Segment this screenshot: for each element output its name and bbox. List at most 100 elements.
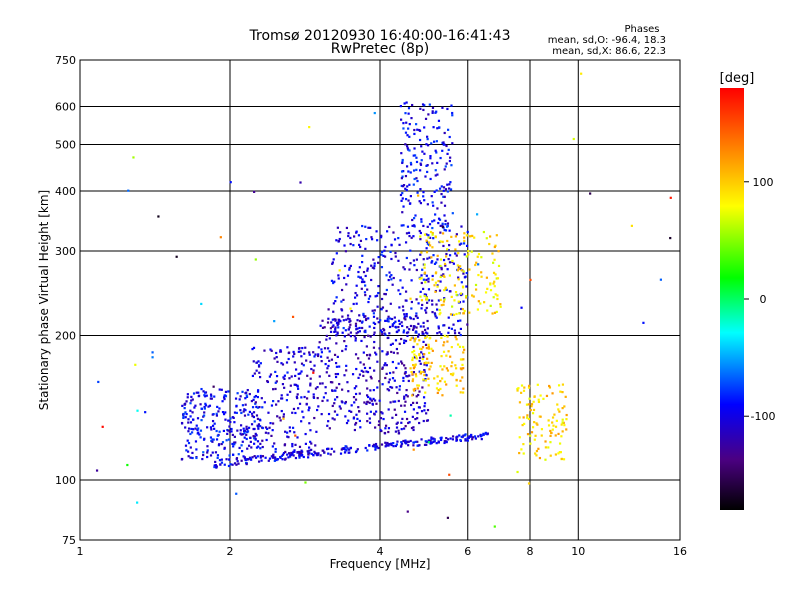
data-point <box>440 266 443 269</box>
data-point <box>548 384 551 388</box>
data-point <box>183 407 186 410</box>
data-point <box>256 395 259 399</box>
data-point <box>320 360 323 363</box>
data-point <box>468 435 471 438</box>
data-point <box>429 439 432 442</box>
data-point <box>450 104 453 107</box>
data-point <box>431 162 434 165</box>
data-point <box>558 410 561 413</box>
data-point <box>558 442 562 445</box>
data-point <box>402 331 405 334</box>
data-point <box>417 322 420 325</box>
data-point <box>339 231 342 234</box>
data-point <box>272 400 275 403</box>
data-point <box>223 397 226 401</box>
data-point <box>386 388 389 391</box>
data-point <box>439 311 442 314</box>
data-point <box>520 391 523 394</box>
data-point <box>544 440 547 443</box>
data-point <box>334 375 338 379</box>
data-point <box>368 401 371 404</box>
data-point <box>424 379 427 382</box>
data-point <box>328 350 331 353</box>
data-point <box>439 258 443 261</box>
data-point <box>376 239 379 242</box>
data-point <box>186 396 189 399</box>
data-point <box>431 299 434 302</box>
data-point <box>406 145 409 148</box>
data-point <box>205 394 208 397</box>
data-point <box>363 366 367 370</box>
data-point <box>381 250 384 254</box>
data-point <box>427 441 430 444</box>
data-point <box>381 306 385 309</box>
data-point <box>276 458 279 461</box>
data-point <box>327 317 330 320</box>
data-point <box>187 441 191 445</box>
data-point <box>291 315 295 318</box>
data-point <box>441 225 444 229</box>
data-point <box>408 268 411 271</box>
data-point <box>465 271 468 275</box>
data-point <box>373 262 376 265</box>
data-point <box>364 247 367 250</box>
data-point <box>316 408 319 412</box>
data-point <box>430 347 433 350</box>
data-point <box>292 454 295 457</box>
data-point <box>480 434 484 437</box>
data-point <box>426 257 429 260</box>
data-point <box>226 432 229 435</box>
data-point <box>312 369 315 372</box>
data-point <box>185 412 188 416</box>
data-point <box>249 440 252 443</box>
data-point <box>405 315 408 318</box>
data-point <box>420 274 423 277</box>
data-point <box>427 299 431 302</box>
data-point <box>443 168 446 171</box>
data-point <box>372 333 376 336</box>
data-point <box>257 427 260 430</box>
data-point <box>228 454 231 457</box>
data-point <box>195 391 198 394</box>
data-point <box>422 370 425 374</box>
data-point <box>557 408 560 411</box>
data-point <box>126 463 129 467</box>
data-point <box>355 332 358 335</box>
data-point <box>404 174 408 178</box>
data-point <box>240 411 243 415</box>
data-point <box>462 345 465 349</box>
data-point <box>240 450 244 453</box>
data-point <box>454 248 457 251</box>
data-point <box>431 310 434 314</box>
data-point <box>480 271 483 274</box>
data-point <box>426 170 429 174</box>
data-point <box>349 242 352 246</box>
data-point <box>375 445 379 448</box>
data-point <box>473 435 477 438</box>
data-point <box>291 445 294 448</box>
data-point <box>415 395 418 398</box>
data-point <box>486 309 489 312</box>
data-point <box>531 412 535 415</box>
data-point <box>424 336 427 340</box>
data-point <box>300 362 304 365</box>
data-point <box>535 449 539 453</box>
data-point <box>180 422 184 425</box>
data-point <box>426 357 429 360</box>
data-point <box>346 447 349 450</box>
data-point <box>401 158 404 162</box>
data-point <box>404 439 407 442</box>
data-point <box>308 422 311 425</box>
data-point <box>394 444 397 448</box>
data-point <box>328 374 331 377</box>
data-point <box>409 195 412 198</box>
data-point <box>454 235 458 238</box>
data-point <box>412 183 415 186</box>
data-point <box>349 446 353 449</box>
data-point <box>373 264 376 268</box>
data-point <box>431 246 434 249</box>
data-point <box>412 448 415 451</box>
data-point <box>191 418 195 421</box>
data-point <box>390 386 394 389</box>
data-point <box>348 268 351 271</box>
